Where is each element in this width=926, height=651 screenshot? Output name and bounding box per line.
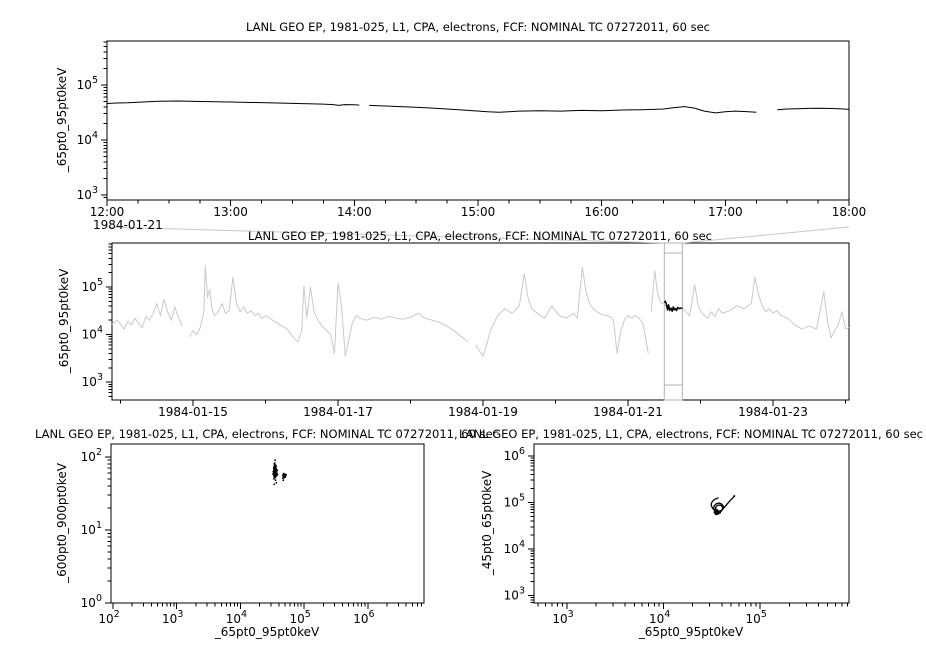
tick-label: 105 bbox=[504, 492, 525, 509]
hysteresis-curve bbox=[710, 495, 736, 513]
electron-flux-65-95keV bbox=[106, 100, 850, 114]
scatter-points bbox=[273, 478, 275, 480]
tick-label: 104 bbox=[77, 130, 98, 147]
tick-label: 103 bbox=[82, 372, 103, 389]
top-y-axis-label: _65pt0_95pt0keV bbox=[55, 67, 69, 173]
scatter-points bbox=[275, 482, 278, 484]
tick-label: 105 bbox=[289, 609, 310, 626]
scatter-points bbox=[282, 479, 285, 482]
scatter-points bbox=[272, 473, 274, 476]
scatter-left-y-axis-label: _600pt0_900pt0keV bbox=[55, 462, 69, 584]
top-x-axis-date-label: 1984-01-21 bbox=[93, 218, 163, 232]
tick-label: 105 bbox=[746, 609, 767, 626]
time-tick-label: 1984-01-19 bbox=[448, 405, 518, 419]
context-timeseries-plot-area[interactable] bbox=[111, 242, 850, 401]
tick-label: 100 bbox=[81, 593, 102, 610]
scatter-points bbox=[275, 470, 278, 472]
context-panel-title: LANL GEO EP, 1981-025, L1, CPA, electron… bbox=[248, 229, 712, 243]
tick-label: 103 bbox=[77, 185, 98, 202]
scatter-points bbox=[275, 468, 277, 471]
scatter-points bbox=[273, 483, 276, 486]
top-panel-title: LANL GEO EP, 1981-025, L1, CPA, electron… bbox=[246, 20, 710, 34]
scatter-points bbox=[276, 472, 278, 474]
scatter-points bbox=[273, 462, 276, 465]
tick-label: 104 bbox=[649, 609, 670, 626]
tick-label: 102 bbox=[98, 609, 119, 626]
tick-label: 104 bbox=[82, 325, 103, 342]
tick-label: 103 bbox=[162, 609, 183, 626]
scatter-right-x-axis-label: _65pt0_95pt0keV bbox=[638, 625, 744, 639]
scatter-points bbox=[276, 473, 279, 476]
time-tick-label: 14:00 bbox=[337, 205, 372, 219]
time-tick-label: 18:00 bbox=[832, 205, 867, 219]
time-tick-label: 1984-01-17 bbox=[303, 405, 373, 419]
scatter-points bbox=[282, 477, 284, 480]
scatter-right-title: LANL GEO EP, 1981-025, L1, CPA, electron… bbox=[459, 427, 923, 441]
tick-label: 103 bbox=[504, 586, 525, 603]
scatter-points bbox=[274, 459, 276, 462]
tick-label: 103 bbox=[552, 609, 573, 626]
top-timeseries-plot-area[interactable] bbox=[106, 40, 850, 201]
scatter-right-y-axis-label: _45pt0_65pt0keV bbox=[480, 470, 494, 576]
dense-blob-points bbox=[715, 510, 718, 514]
scatter-points bbox=[273, 476, 276, 478]
context-flux-line bbox=[111, 265, 850, 357]
scatter-points bbox=[285, 473, 287, 476]
highlighted-interval-line bbox=[663, 300, 683, 312]
time-tick-label: 1984-01-21 bbox=[593, 405, 663, 419]
time-tick-label: 13:00 bbox=[213, 205, 248, 219]
scatter-points bbox=[273, 466, 275, 468]
tick-label: 101 bbox=[81, 520, 102, 537]
left-connector-line bbox=[106, 226, 665, 244]
tick-label: 106 bbox=[504, 446, 525, 463]
time-tick-label: 17:00 bbox=[708, 205, 743, 219]
time-tick-label: 12:00 bbox=[90, 205, 125, 219]
tick-label: 106 bbox=[353, 609, 374, 626]
right-connector-line bbox=[682, 226, 850, 244]
scatter-points bbox=[274, 479, 277, 482]
scatter-points bbox=[284, 476, 287, 478]
scatter-points bbox=[274, 472, 276, 475]
tick-label: 104 bbox=[504, 539, 525, 556]
tick-label: 104 bbox=[226, 609, 247, 626]
context-y-axis-label: _65pt0_95pt0keV bbox=[57, 268, 71, 374]
tick-label: 102 bbox=[81, 447, 102, 464]
scatter-points bbox=[274, 475, 277, 478]
tick-label: 105 bbox=[77, 75, 98, 92]
scatter-left-x-axis-label: _65pt0_95pt0keV bbox=[214, 625, 320, 639]
scatter-points bbox=[272, 470, 275, 473]
scatter-600-900-vs-65-95-plot-area[interactable] bbox=[110, 443, 425, 604]
tick-label: 105 bbox=[82, 277, 103, 294]
zoom-selection-box[interactable] bbox=[663, 242, 683, 401]
time-tick-label: 1984-01-15 bbox=[158, 405, 228, 419]
scatter-left-title: LANL GEO EP, 1981-025, L1, CPA, electron… bbox=[35, 427, 499, 441]
time-tick-label: 1984-01-23 bbox=[738, 405, 808, 419]
time-tick-label: 15:00 bbox=[461, 205, 496, 219]
scatter-45-65-vs-65-95-plot-area[interactable] bbox=[533, 443, 850, 604]
time-tick-label: 16:00 bbox=[584, 205, 619, 219]
scatter-points bbox=[283, 473, 286, 476]
